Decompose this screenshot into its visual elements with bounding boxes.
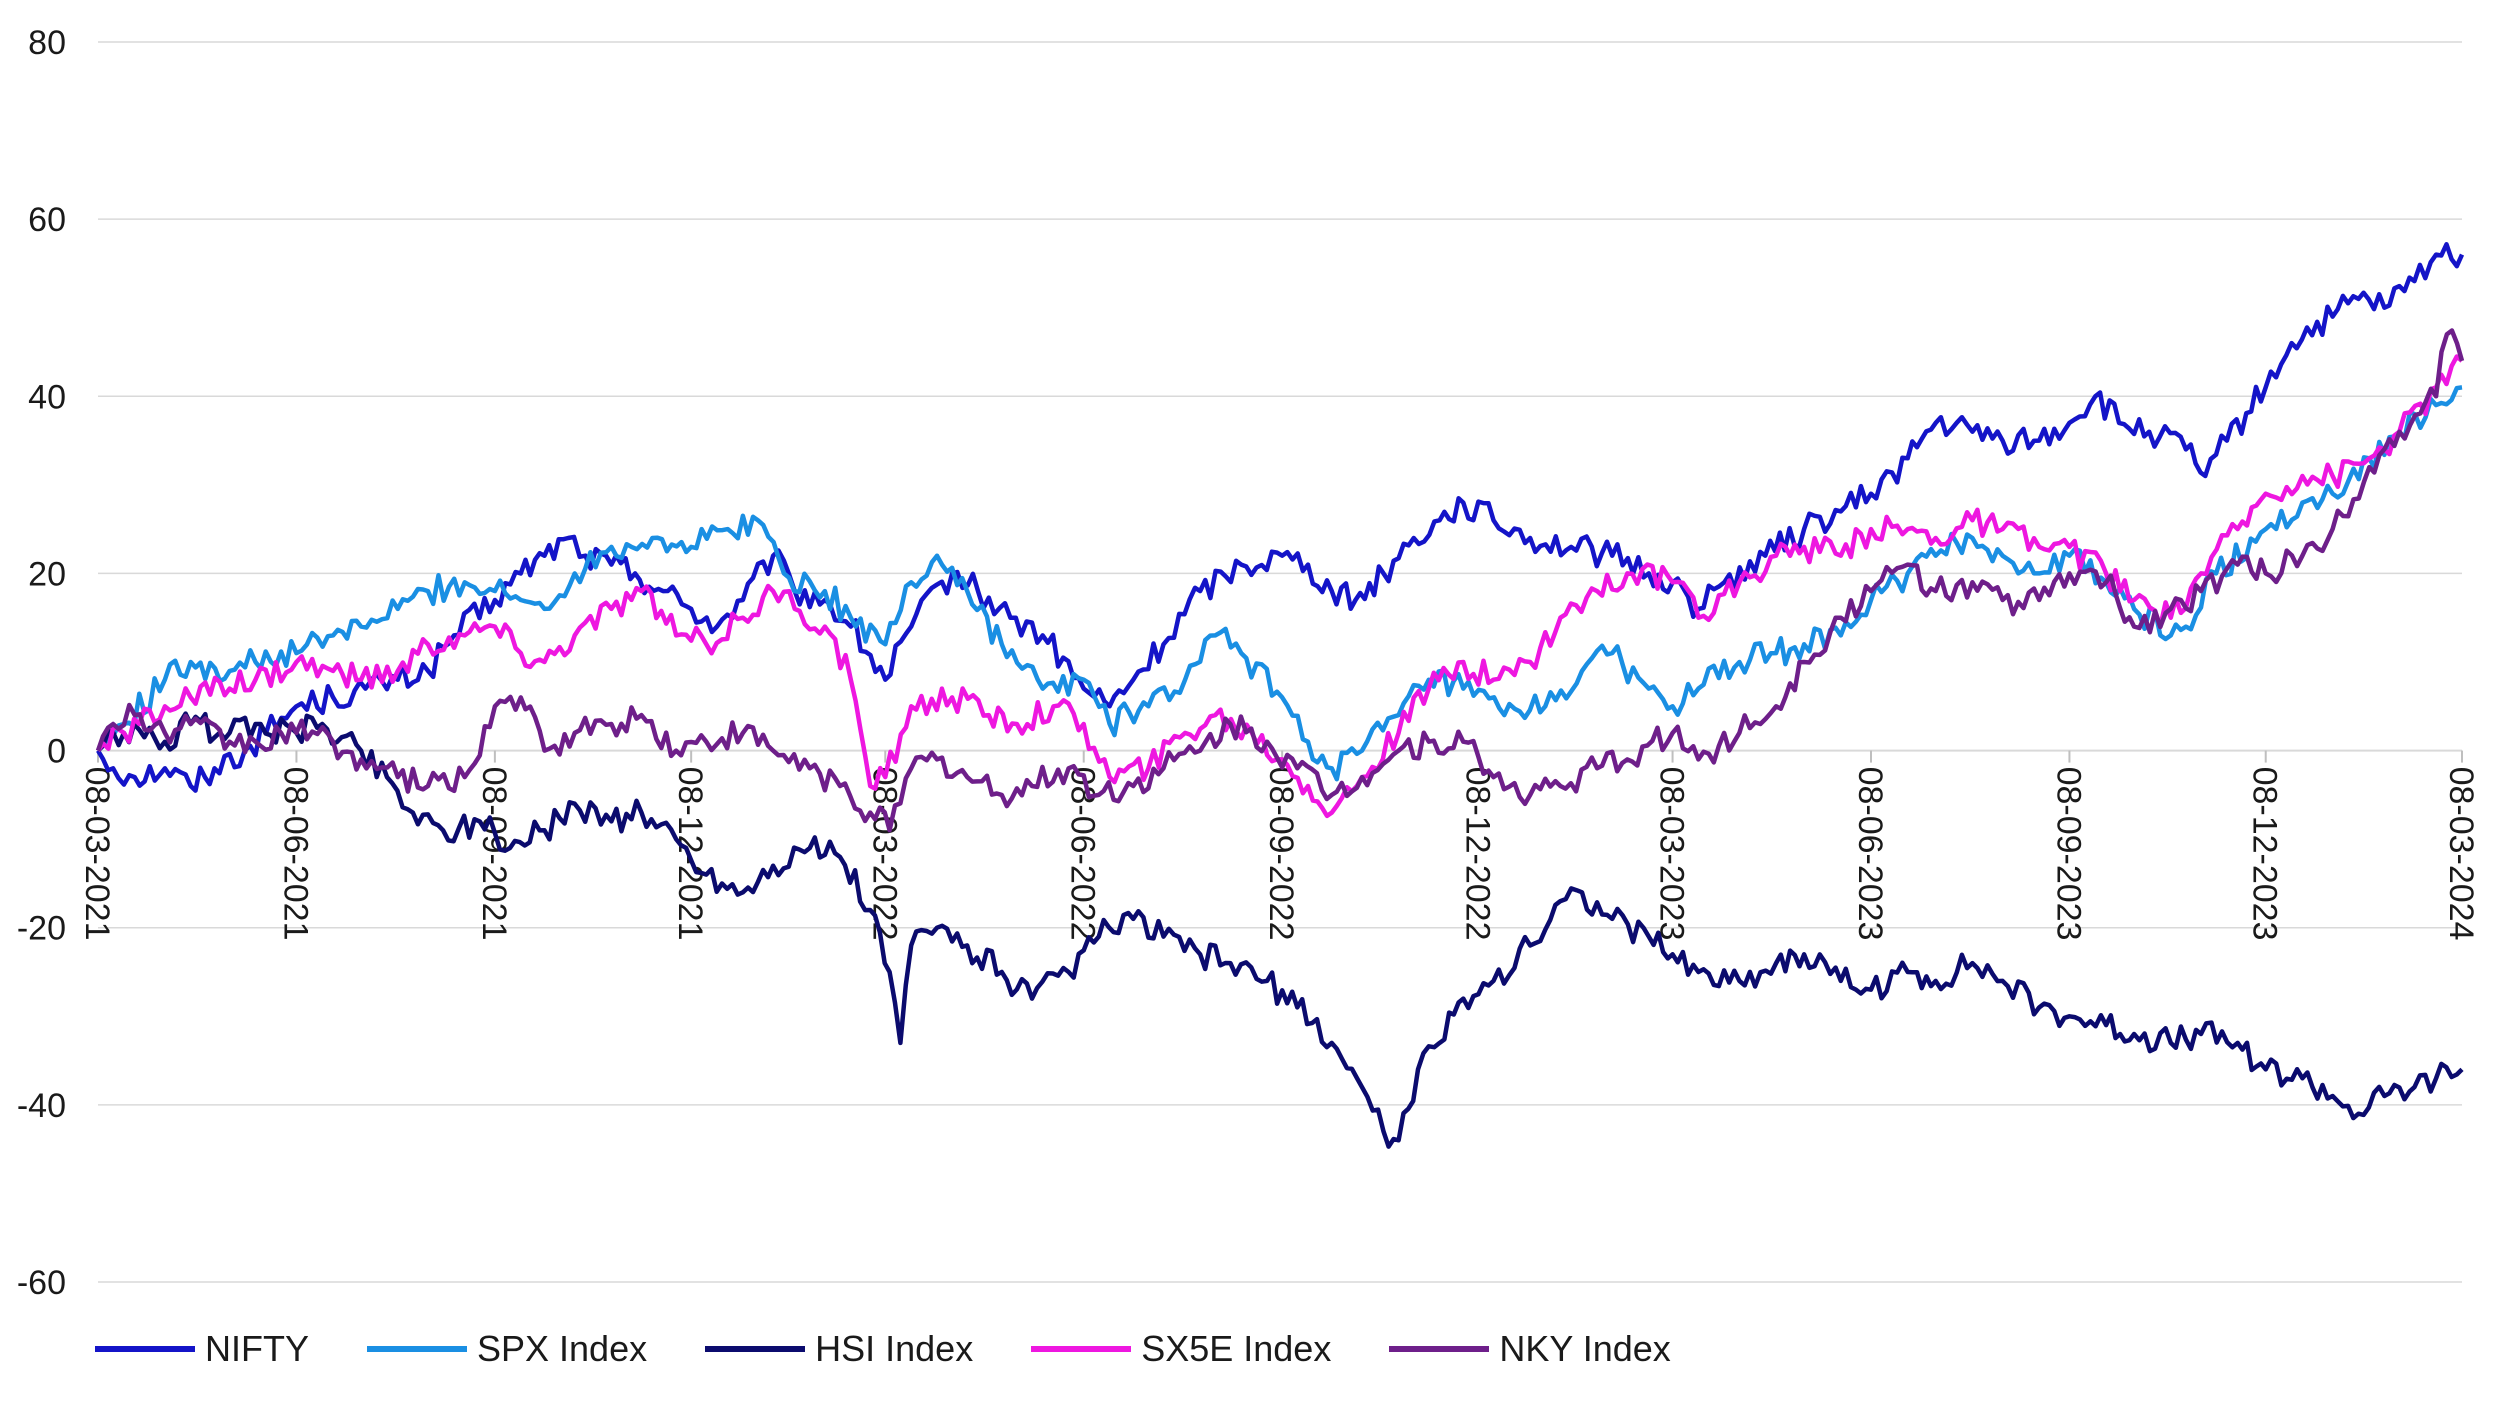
y-tick-label: -60 <box>17 1264 66 1302</box>
series-line-hsi-index <box>96 711 2464 1149</box>
x-tick-label: 08-12-2023 <box>2246 767 2284 941</box>
y-tick-label: -20 <box>17 910 66 948</box>
legend-swatch <box>1389 1346 1490 1352</box>
legend-item: SX5E Index <box>1031 1328 1331 1370</box>
y-tick-label: 60 <box>28 201 66 239</box>
series-line-nifty <box>96 242 2465 793</box>
legend-label: HSI Index <box>815 1328 974 1369</box>
legend-item: NKY Index <box>1389 1328 1671 1370</box>
x-tick-label: 08-03-2023 <box>1653 767 1691 941</box>
y-tick-label: 80 <box>28 24 66 62</box>
x-tick-label: 08-03-2024 <box>2442 767 2480 941</box>
x-tick-label: 08-03-2021 <box>78 767 116 941</box>
y-axis-ticks: 80 60 40 20 0 -20 -40 -60 <box>17 24 66 1302</box>
y-tick-label: -40 <box>17 1087 66 1125</box>
y-tick-label: 40 <box>28 378 66 416</box>
x-tick-label: 08-12-2022 <box>1458 767 1496 941</box>
legend-label: NKY Index <box>1499 1328 1671 1369</box>
legend-item: NIFTY <box>95 1328 309 1370</box>
series-line-nky-index <box>95 328 2465 833</box>
x-tick-label: 08-09-2021 <box>475 767 513 941</box>
series-line-sx5e-index <box>96 354 2464 819</box>
x-tick-label: 08-06-2022 <box>1064 767 1102 941</box>
legend-label: SX5E Index <box>1141 1328 1332 1369</box>
x-tick-label: 08-09-2023 <box>2049 767 2087 941</box>
x-tick-label: 08-06-2021 <box>276 767 314 941</box>
y-tick-label: 0 <box>47 733 66 771</box>
legend: NIFTY SPX Index HSI Index SX5E Index NKY Ind… <box>95 1328 1729 1370</box>
legend-swatch <box>367 1346 467 1352</box>
legend-item: HSI Index <box>705 1328 973 1370</box>
series-line-spx-index <box>96 385 2463 782</box>
legend-item: SPX Index <box>367 1328 647 1370</box>
legend-swatch <box>95 1346 195 1352</box>
legend-label: NIFTY <box>205 1328 309 1369</box>
legend-label: SPX Index <box>477 1328 648 1369</box>
x-tick-label: 08-03-2022 <box>865 767 903 941</box>
x-axis: 08-03-2021 08-06-2021 08-09-2021 08-12-2021… <box>78 749 2480 941</box>
gridlines <box>98 41 2462 1283</box>
legend-swatch <box>705 1346 806 1352</box>
y-tick-label: 20 <box>28 555 66 593</box>
series-lines <box>95 242 2465 1149</box>
x-tick-label: 08-09-2022 <box>1262 767 1300 941</box>
x-tick-label: 08-06-2023 <box>1851 767 1889 941</box>
legend-swatch <box>1031 1346 1132 1352</box>
